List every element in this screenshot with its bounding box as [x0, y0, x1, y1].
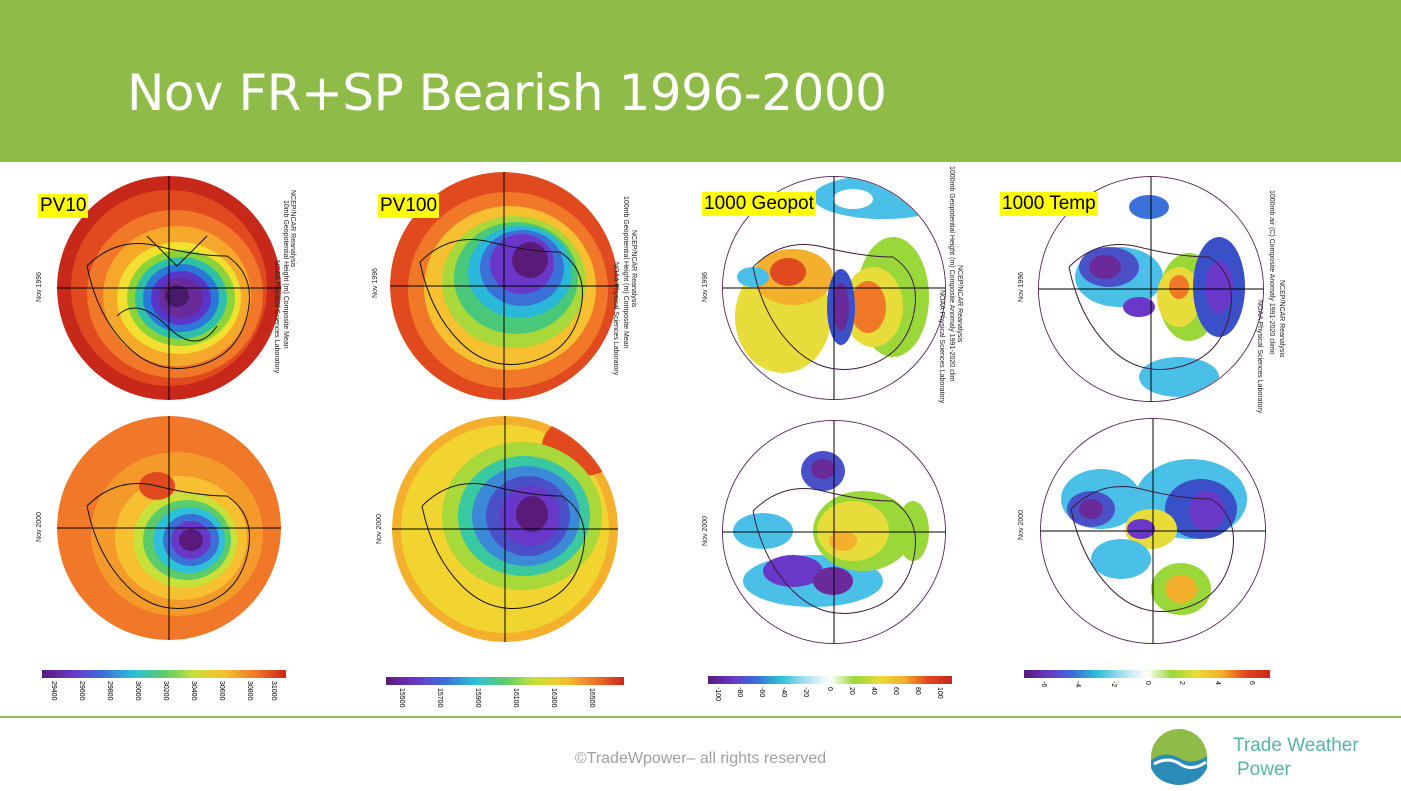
tick: -20	[802, 687, 809, 698]
tick: -6	[1040, 681, 1047, 688]
pv100-year-1996: Nov 1996	[372, 268, 379, 298]
temp-colorbar	[1024, 670, 1270, 678]
brand-line-1: Trade Weather	[1233, 735, 1359, 756]
pv10-desc: 10mb Geopotential Height (m) Composite M…	[282, 200, 289, 349]
tick: 29800	[106, 681, 113, 701]
footer-divider	[0, 716, 1401, 718]
tick: 60	[892, 687, 899, 695]
geopot-year-2000: Nov 2000	[702, 516, 709, 546]
tick: 30800	[246, 681, 253, 701]
geopot-tag: 1000 Geopot	[702, 192, 816, 216]
tick: 30600	[218, 681, 225, 701]
pv100-colorbar-ticks: 15500 15700 15900 16100 16300 16500	[398, 688, 618, 708]
pv100-colorbar	[386, 677, 624, 685]
pv100-map-2000	[392, 416, 618, 642]
temp-lab: NOAA Physical Sciences Laboratory	[1256, 300, 1263, 414]
copyright-notice: ©TradeWpower– all rights reserved	[574, 750, 827, 767]
pv100-tag: PV100	[378, 194, 440, 218]
tick: -80	[736, 687, 743, 698]
tick: 15500	[398, 688, 405, 708]
temp-colorbar-ticks: -6 -4 -2 0 2 4 6	[1040, 681, 1260, 701]
tick: 30200	[162, 681, 169, 701]
tick: 20	[848, 687, 855, 695]
temp-year-2000: Nov 2000	[1018, 510, 1025, 540]
tick: 100	[936, 687, 943, 699]
pv10-year-1996: Nov 1996	[36, 272, 43, 302]
pv10-map-2000	[57, 416, 281, 640]
tick: 16100	[512, 688, 519, 708]
tick: -100	[714, 687, 721, 702]
tick: 30000	[134, 681, 141, 701]
pv100-desc: 100mb Geopotential Height (m) Composite …	[622, 196, 629, 349]
geopot-year-1996: Nov 1996	[702, 272, 709, 302]
tick: -40	[780, 687, 787, 698]
tick: 31000	[270, 681, 277, 701]
tick: -4	[1074, 681, 1081, 688]
geopot-lab: NOAA Physical Sciences Laboratory	[938, 290, 945, 404]
pv10-source: NCEP/NCAR Reanalysis	[289, 190, 296, 268]
tick: 0	[1144, 681, 1151, 685]
tick: 30400	[190, 681, 197, 701]
pv10-map-1996	[57, 176, 281, 400]
brand-line-2: Power	[1237, 759, 1291, 780]
trade-weather-power-logo-icon	[1150, 728, 1208, 786]
geopot-colorbar-ticks: -100 -80 -60 -40 -20 0 20 40 60 80 100	[714, 687, 950, 707]
tick: 15700	[436, 688, 443, 708]
pv100-source: NCEP/NCAR Reanalysis	[630, 230, 637, 308]
tick: 4	[1214, 681, 1221, 685]
temp-tag: 1000 Temp	[1000, 192, 1098, 216]
tick: 16500	[588, 688, 595, 708]
temp-map-2000	[1040, 418, 1266, 644]
tick: 29400	[50, 681, 57, 701]
tick: 40	[870, 687, 877, 695]
pv100-year-2000: Nov 2000	[376, 514, 383, 544]
temp-map-1996	[1038, 176, 1264, 402]
pv10-lab: NOAA Physical Sciences Laboratory	[273, 260, 280, 374]
geopot-map-2000	[722, 420, 946, 644]
tick: -2	[1110, 681, 1117, 688]
geopot-desc: 1000mb Geopotential Height (m) Composite…	[948, 166, 955, 382]
header-bar: Nov FR+SP Bearish 1996-2000	[0, 0, 1401, 162]
tick: 2	[1178, 681, 1185, 685]
temp-year-1996: Nov 1996	[1018, 272, 1025, 302]
slide-title: Nov FR+SP Bearish 1996-2000	[127, 64, 887, 122]
tick: -60	[758, 687, 765, 698]
pv10-colorbar	[42, 670, 286, 678]
tick: 80	[914, 687, 921, 695]
tick: 0	[826, 687, 833, 691]
pv10-tag: PV10	[38, 194, 89, 218]
pv10-colorbar-ticks: 29400 29600 29800 30000 30200 30400 3060…	[50, 681, 280, 701]
temp-desc: 1000mb air (C) Composite Anomaly 1991-20…	[1268, 190, 1275, 355]
tick: 15900	[474, 688, 481, 708]
tick: 29600	[78, 681, 85, 701]
geopot-colorbar	[708, 676, 952, 684]
tick: 6	[1248, 681, 1255, 685]
pv100-lab: NOAA Physical Sciences Laboratory	[612, 262, 619, 376]
geopot-source: NCEP/NCAR Reanalysis	[956, 265, 963, 343]
pv100-map-1996	[390, 172, 618, 400]
temp-source: NCEP/NCAR Reanalysis	[1278, 280, 1285, 358]
tick: 16300	[550, 688, 557, 708]
brand-name: Trade Weather Power	[1233, 734, 1359, 782]
pv10-year-2000: Nov 2000	[36, 512, 43, 542]
